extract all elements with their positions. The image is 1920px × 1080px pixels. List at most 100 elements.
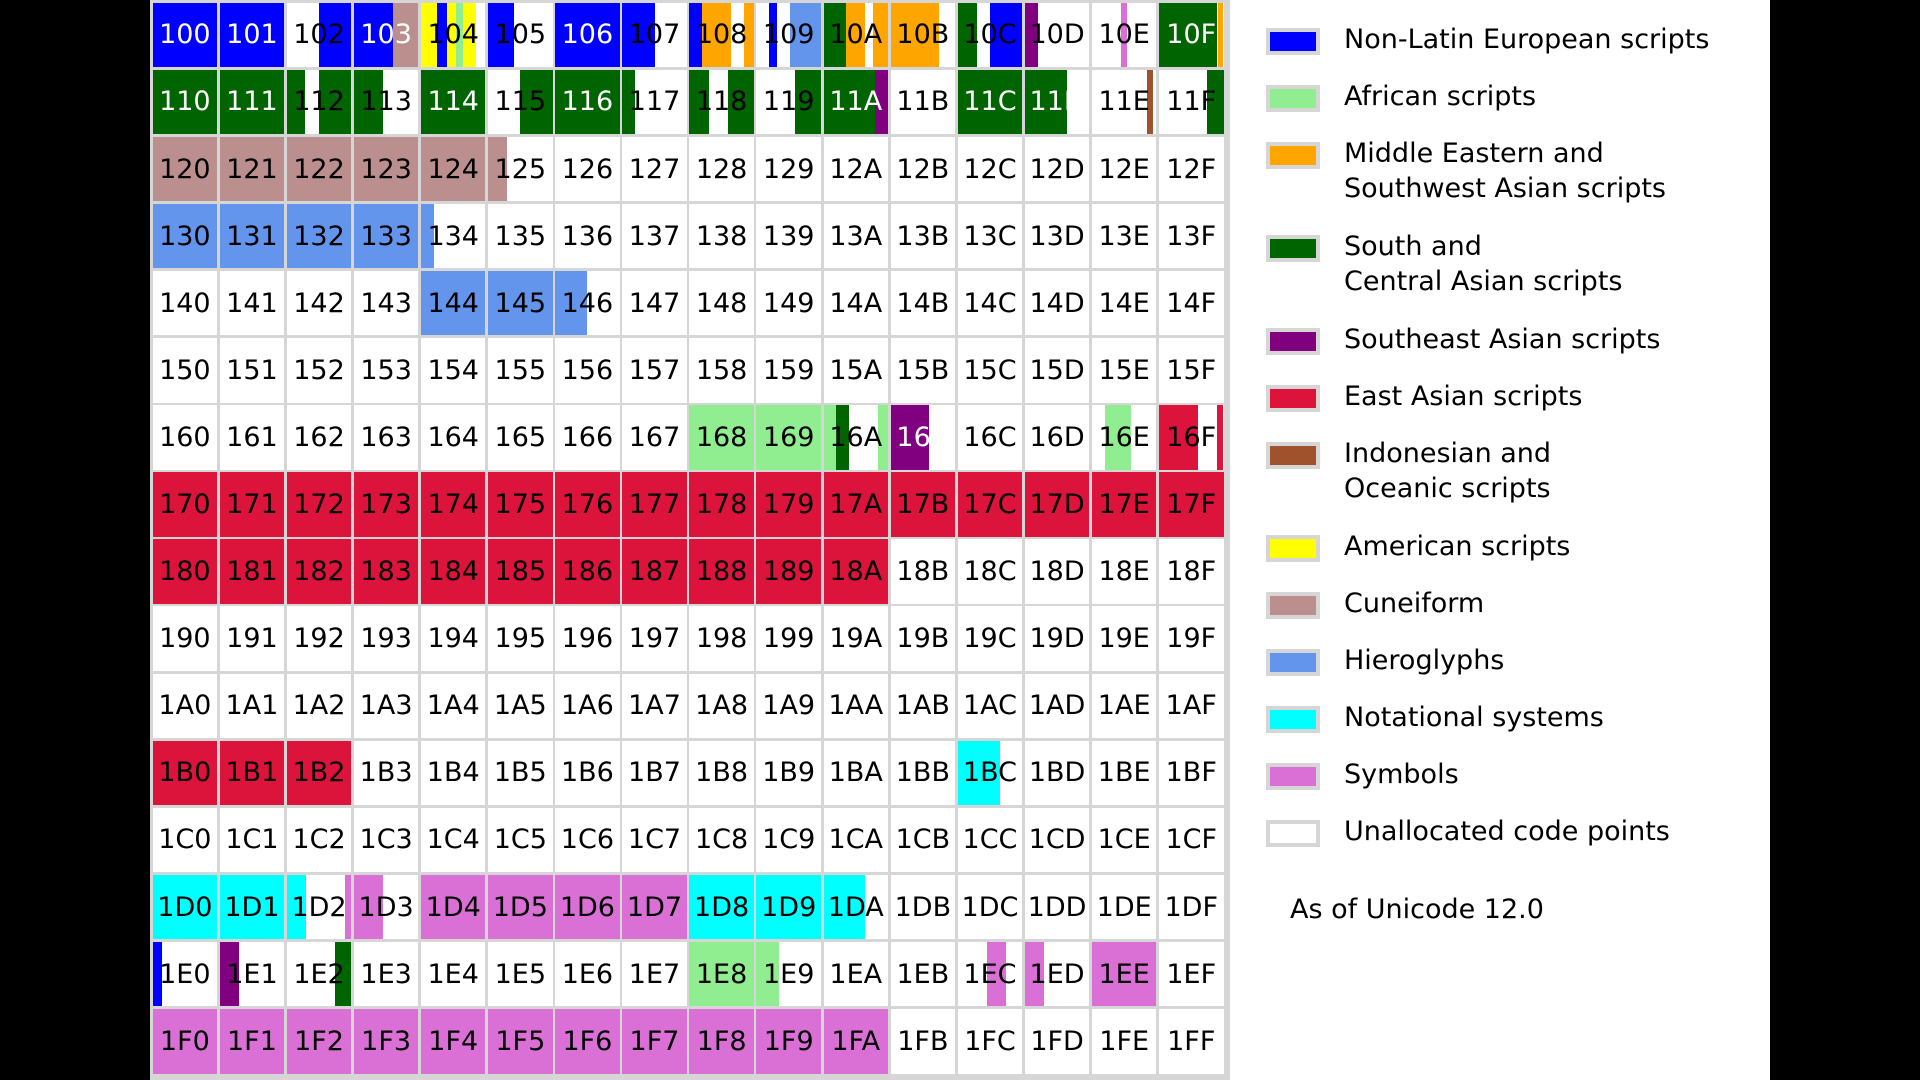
block-cell-138: 138	[689, 203, 754, 269]
fill-segment-un	[865, 874, 889, 940]
block-cell-176: 176	[555, 472, 620, 537]
block-cell-162: 162	[286, 405, 352, 470]
block-cell-129: 129	[756, 136, 821, 202]
fill-segment-un	[152, 807, 218, 873]
fill-segment-un	[286, 606, 352, 671]
fill-segment-eas	[689, 472, 754, 537]
fill-segment-eas	[219, 740, 285, 806]
block-cell-1fc: 1FC	[957, 1009, 1023, 1074]
block-cell-177: 177	[622, 472, 687, 537]
block-cell-1b1: 1B1	[219, 740, 285, 806]
block-cell-1d5: 1D5	[488, 874, 553, 940]
legend-swatch	[1266, 235, 1320, 262]
fill-segment-un	[957, 405, 1023, 470]
fill-segment-eas	[1091, 472, 1157, 537]
fill-segment-un	[622, 203, 687, 269]
fill-segment-sas	[152, 69, 218, 135]
fill-segment-not	[689, 874, 754, 940]
fill-segment-un	[219, 606, 285, 671]
block-cell-127: 127	[622, 136, 687, 202]
fill-segment-cun	[353, 136, 419, 202]
fill-segment-un	[1091, 807, 1157, 873]
fill-segment-eas	[1217, 405, 1224, 470]
fill-segment-un	[1159, 673, 1224, 739]
fill-segment-not	[286, 874, 307, 940]
fill-segment-un	[353, 338, 419, 403]
fill-segment-un	[689, 740, 754, 806]
block-cell-1d1: 1D1	[219, 874, 285, 940]
block-cell-1bb: 1BB	[890, 740, 956, 806]
block-cell-18a: 18A	[823, 539, 889, 604]
fill-segment-un	[1024, 136, 1090, 202]
block-cell-10e: 10E	[1091, 2, 1157, 68]
fill-segment-hie	[555, 270, 588, 336]
fill-segment-mid	[890, 2, 939, 68]
fill-segment-un	[555, 338, 620, 403]
legend-label: Southeast Asian scripts	[1344, 324, 1661, 355]
fill-segment-un	[1024, 539, 1090, 604]
block-cell-104: 104	[420, 2, 486, 68]
block-cell-107: 107	[622, 2, 687, 68]
block-cell-1b7: 1B7	[622, 740, 687, 806]
block-cell-17c: 17C	[957, 472, 1023, 537]
block-cell-117: 117	[622, 69, 687, 135]
block-cell-1b9: 1B9	[756, 740, 821, 806]
block-cell-1cd: 1CD	[1024, 807, 1090, 873]
fill-segment-un	[957, 807, 1023, 873]
block-cell-181: 181	[219, 539, 285, 604]
fill-segment-un	[756, 807, 821, 873]
block-cell-14f: 14F	[1159, 270, 1224, 336]
block-cell-1ad: 1AD	[1024, 673, 1090, 739]
fill-segment-un	[219, 338, 285, 403]
fill-segment-eas	[890, 472, 956, 537]
fill-segment-sym	[420, 1009, 486, 1074]
block-cell-1cc: 1CC	[957, 807, 1023, 873]
fill-segment-un	[420, 740, 486, 806]
block-cell-12d: 12D	[1024, 136, 1090, 202]
block-cell-170: 170	[152, 472, 218, 537]
block-cell-121: 121	[219, 136, 285, 202]
fill-segment-un	[286, 270, 352, 336]
fill-segment-un	[654, 2, 687, 68]
fill-segment-un	[823, 203, 889, 269]
block-cell-1be: 1BE	[1091, 740, 1157, 806]
block-cell-19c: 19C	[957, 606, 1023, 671]
fill-segment-un	[1130, 405, 1157, 470]
fill-segment-un	[555, 136, 620, 202]
fill-segment-un	[1217, 2, 1219, 68]
fill-segment-eas	[756, 539, 821, 604]
block-cell-175: 175	[488, 472, 553, 537]
fill-segment-un	[1159, 807, 1224, 873]
fill-segment-un	[1197, 405, 1218, 470]
fill-segment-eas	[555, 472, 620, 537]
block-cell-146: 146	[555, 270, 620, 336]
fill-segment-hie	[286, 203, 352, 269]
fill-segment-mid	[1218, 2, 1224, 68]
fill-segment-mid	[873, 2, 889, 68]
block-cell-1f4: 1F4	[420, 1009, 486, 1074]
block-cell-14c: 14C	[957, 270, 1023, 336]
fill-segment-un	[555, 203, 620, 269]
block-cell-1c1: 1C1	[219, 807, 285, 873]
block-cell-174: 174	[420, 472, 486, 537]
block-cell-1d2: 1D2	[286, 874, 352, 940]
block-cell-14d: 14D	[1024, 270, 1090, 336]
fill-segment-un	[488, 740, 553, 806]
fill-segment-un	[1159, 136, 1224, 202]
legend-swatch	[1266, 535, 1320, 562]
block-cell-185: 185	[488, 539, 553, 604]
block-cell-193: 193	[353, 606, 419, 671]
fill-segment-un	[152, 270, 218, 336]
fill-segment-sym	[286, 1009, 352, 1074]
legend-label: Indonesian and Oceanic scripts	[1344, 438, 1552, 504]
fill-segment-sym	[555, 874, 620, 940]
fill-segment-un	[555, 673, 620, 739]
block-cell-1a6: 1A6	[555, 673, 620, 739]
block-cell-18e: 18E	[1091, 539, 1157, 604]
fill-segment-eas	[219, 472, 285, 537]
block-cell-115: 115	[488, 69, 553, 135]
block-cell-142: 142	[286, 270, 352, 336]
block-cell-12a: 12A	[823, 136, 889, 202]
fill-segment-un	[622, 941, 687, 1007]
fill-segment-eas	[756, 472, 821, 537]
